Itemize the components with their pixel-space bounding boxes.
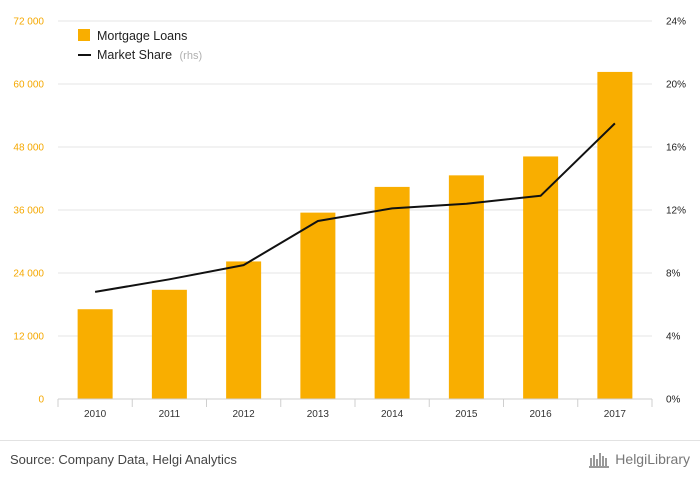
y-right-tick-label: 20% <box>666 80 686 91</box>
bar-mortgage-loans <box>374 186 410 399</box>
y-right-tick-label: 0% <box>666 395 681 406</box>
bars <box>77 71 633 400</box>
y-left-tick-label: 24 000 <box>13 269 44 280</box>
legend-swatch-mortgage-loans <box>78 29 90 41</box>
market-share-line-layer <box>94 122 616 293</box>
library-logo-icon <box>589 453 610 468</box>
footer: Source: Company Data, Helgi Analytics He… <box>0 440 700 484</box>
gridlines <box>58 20 652 337</box>
y-left-tick-label: 36 000 <box>13 206 44 217</box>
brand-name: HelgiLibrary <box>615 451 690 467</box>
legend: Mortgage Loans Market Share (rhs) <box>78 29 202 62</box>
axes: 0 0% 12 000 4% 24 000 8% 36 000 12% 48 000 16% 60 … <box>13 17 686 421</box>
legend-market-share-text: Market Share <box>97 48 172 62</box>
y-right-tick-label: 24% <box>666 17 686 28</box>
y-left-tick-label: 48 000 <box>13 143 44 154</box>
y-left-tick-label: 60 000 <box>13 80 44 91</box>
bar-mortgage-loans <box>151 289 187 399</box>
bar-mortgage-loans <box>597 71 633 400</box>
bar-mortgage-loans <box>448 175 484 399</box>
bar-mortgage-loans <box>300 212 336 399</box>
y-right-tick-label: 16% <box>666 143 686 154</box>
x-tick-label: 2016 <box>530 409 553 420</box>
y-right-tick-label: 4% <box>666 332 681 343</box>
bar-mortgage-loans <box>226 261 262 399</box>
legend-label-market-share: Market Share (rhs) <box>97 48 202 62</box>
y-right-tick-label: 12% <box>666 206 686 217</box>
brand-logo: HelgiLibrary <box>589 450 690 468</box>
bar-mortgage-loans <box>523 156 559 399</box>
y-left-tick-label: 72 000 <box>13 17 44 28</box>
x-tick-label: 2015 <box>455 409 478 420</box>
x-tick-label: 2010 <box>84 409 107 420</box>
y-right-tick-label: 8% <box>666 269 681 280</box>
x-tick-label: 2011 <box>159 409 181 420</box>
legend-label-mortgage-loans: Mortgage Loans <box>97 29 187 43</box>
legend-market-share-suffix: (rhs) <box>180 50 203 62</box>
bar-mortgage-loans <box>77 309 113 399</box>
market-share-line <box>94 122 616 293</box>
x-tick-label: 2017 <box>604 409 627 420</box>
source-note: Source: Company Data, Helgi Analytics <box>10 452 237 467</box>
x-tick-label: 2014 <box>381 409 404 420</box>
chart: 0 0% 12 000 4% 24 000 8% 36 000 12% 48 000 16% 60 … <box>13 17 686 421</box>
y-left-tick-label: 0 <box>38 395 44 406</box>
y-left-tick-label: 12 000 <box>13 332 44 343</box>
x-tick-label: 2012 <box>233 409 256 420</box>
x-tick-label: 2013 <box>307 409 330 420</box>
